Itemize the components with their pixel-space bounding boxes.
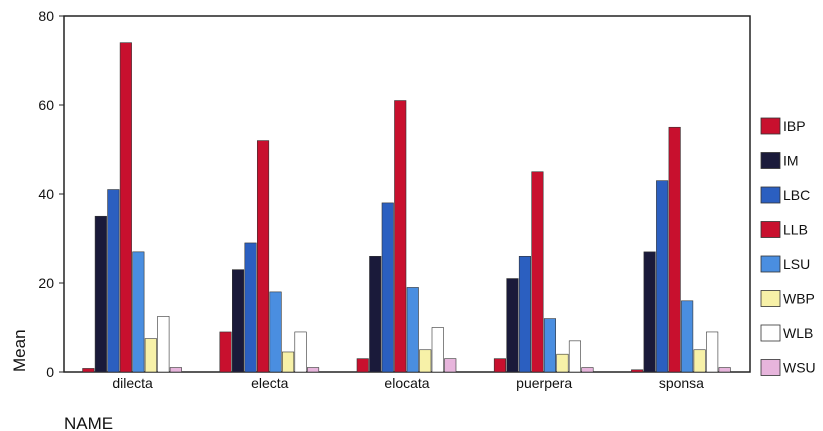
- bar-wlb-electa: [294, 331, 307, 373]
- bar-ibp-puerpera: [493, 358, 507, 373]
- bar-lsu-elocata: [406, 287, 419, 373]
- bar-wsu-dilecta: [169, 367, 182, 373]
- x-tick-label: sponsa: [659, 375, 704, 391]
- legend-label-im: IM: [783, 153, 799, 169]
- bar-ibp-dilecta: [82, 368, 95, 373]
- bar-lbc-sponsa: [656, 180, 669, 373]
- bar-im-electa: [232, 269, 245, 373]
- bar-wsu-puerpera: [581, 367, 594, 373]
- bar-llb-sponsa: [668, 126, 681, 373]
- y-tick-label: 0: [46, 364, 54, 380]
- bar-ibp-sponsa: [631, 369, 644, 373]
- bars-group: [82, 42, 731, 373]
- legend-swatch-llb: [760, 221, 781, 238]
- legend-swatch-im: [760, 152, 781, 169]
- bar-wlb-elocata: [431, 327, 444, 373]
- bar-wbp-electa: [281, 351, 295, 373]
- bar-wlb-puerpera: [568, 340, 582, 373]
- legend-label-llb: LLB: [783, 222, 808, 238]
- y-tick-label: 20: [38, 275, 54, 291]
- bar-im-elocata: [369, 255, 382, 373]
- bar-wbp-puerpera: [556, 353, 569, 373]
- legend-label-wsu: WSU: [783, 360, 816, 376]
- bar-wbp-sponsa: [693, 349, 706, 373]
- legend-label-ibp: IBP: [783, 118, 806, 134]
- bar-lsu-sponsa: [681, 300, 694, 373]
- x-axis: dilecta electa elocata puerpera sponsa: [112, 375, 704, 391]
- y-tick-label: 80: [38, 8, 54, 24]
- bar-llb-electa: [256, 140, 270, 373]
- x-tick-label: dilecta: [112, 375, 153, 391]
- legend: IBP IM LBC LLB LSU WBP WLB WSU: [760, 117, 816, 376]
- x-tick-label: electa: [251, 375, 289, 391]
- bar-wbp-dilecta: [144, 338, 157, 373]
- bar-lsu-electa: [269, 291, 282, 373]
- legend-label-wlb: WLB: [783, 325, 813, 341]
- bar-lbc-elocata: [381, 202, 394, 373]
- bar-im-dilecta: [94, 215, 107, 373]
- y-axis: 0 20 40 60 80: [38, 8, 64, 380]
- bar-lbc-puerpera: [518, 255, 532, 373]
- legend-swatch-lbc: [760, 186, 781, 204]
- bar-lbc-electa: [244, 242, 257, 373]
- x-axis-title: NAME: [64, 414, 113, 431]
- bar-llb-puerpera: [531, 171, 544, 373]
- bar-wbp-elocata: [419, 349, 432, 373]
- legend-swatch-wsu: [760, 359, 781, 376]
- legend-label-lsu: LSU: [783, 256, 810, 272]
- y-tick-label: 40: [38, 186, 54, 202]
- legend-label-wbp: WBP: [783, 291, 815, 307]
- legend-swatch-lsu: [760, 255, 781, 273]
- legend-label-lbc: LBC: [783, 187, 810, 203]
- bar-llb-dilecta: [119, 42, 132, 373]
- bar-im-sponsa: [643, 251, 656, 373]
- bar-llb-elocata: [394, 100, 407, 373]
- bar-ibp-elocata: [356, 358, 369, 373]
- legend-swatch-ibp: [760, 117, 781, 135]
- bar-ibp-electa: [219, 331, 232, 373]
- x-tick-label: puerpera: [516, 375, 572, 391]
- bar-im-puerpera: [506, 278, 519, 373]
- bar-wsu-electa: [306, 367, 320, 373]
- y-axis-title: Mean: [10, 329, 29, 372]
- y-tick-label: 60: [38, 97, 54, 113]
- bar-wsu-elocata: [444, 358, 457, 373]
- bar-wlb-sponsa: [706, 331, 719, 373]
- bar-lbc-dilecta: [107, 189, 120, 373]
- bar-lsu-dilecta: [132, 251, 145, 373]
- bar-lsu-puerpera: [543, 318, 557, 373]
- legend-swatch-wlb: [760, 324, 781, 342]
- bar-wlb-dilecta: [157, 316, 170, 373]
- legend-swatch-wbp: [760, 290, 781, 307]
- bar-wsu-sponsa: [718, 367, 731, 373]
- x-tick-label: elocata: [384, 375, 429, 391]
